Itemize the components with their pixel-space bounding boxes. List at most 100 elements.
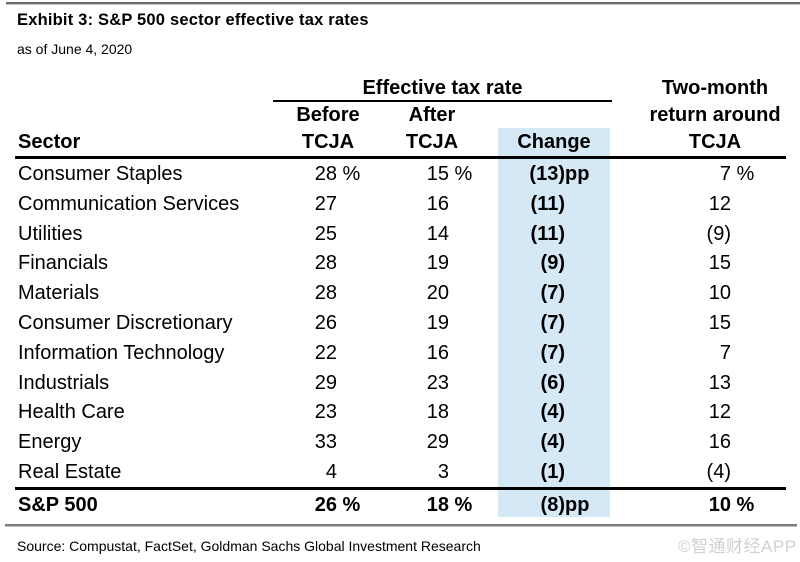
header-change: Change: [517, 131, 591, 153]
cell-after-tcja: 15: [426, 162, 449, 185]
cell-change: (8): [540, 493, 565, 516]
header-two-month: Two-month: [661, 77, 769, 99]
cell-change: (9): [540, 252, 565, 275]
source-text: Source: Compustat, FactSet, Goldman Sach…: [17, 538, 481, 554]
cell-before-tcja: 28: [314, 162, 337, 185]
cell-sector: Utilities: [18, 222, 83, 245]
cell-change: (7): [540, 311, 565, 334]
table-total-row: S&P 500 26 % 18 % (8) pp 10 %: [15, 490, 785, 519]
cell-before-tcja: 22: [314, 341, 337, 364]
cell-after-tcja: 20: [426, 282, 449, 305]
header-before-tcja: TCJA: [301, 131, 355, 153]
cell-return: 15: [708, 252, 731, 275]
cell-return: 12: [708, 401, 731, 424]
cell-after-suffix: %: [449, 493, 473, 516]
cell-before-tcja: 25: [314, 222, 337, 245]
cell-change: (1): [540, 461, 565, 484]
cell-after-tcja: 3: [437, 461, 449, 484]
table-row: Industrials 29 23 (6) 13: [15, 368, 785, 398]
cell-after-tcja: 23: [426, 371, 449, 394]
cell-before-tcja: 29: [314, 371, 337, 394]
table-row: Health Care 23 18 (4) 12: [15, 398, 785, 428]
cell-after-tcja: 16: [426, 192, 449, 215]
cell-before-tcja: 28: [314, 252, 337, 275]
cell-sector: Materials: [18, 282, 100, 305]
cell-before-tcja: 23: [314, 401, 337, 424]
header-after: After: [408, 104, 456, 126]
cell-sector: Industrials: [18, 371, 110, 394]
exhibit-subtitle: as of June 4, 2020: [17, 41, 133, 57]
header-before: Before: [296, 104, 360, 126]
header-divider: [15, 156, 786, 159]
cell-before-tcja: 4: [325, 461, 337, 484]
bottom-divider: [5, 524, 797, 527]
cell-return: (9): [706, 222, 731, 245]
table-row: S&P 500 26 % 18 % (8) pp 10 %: [15, 490, 785, 519]
cell-change: (11): [530, 192, 565, 215]
cell-return: 15: [708, 311, 731, 334]
cell-sector: Real Estate: [18, 461, 122, 484]
cell-return-suffix: %: [731, 493, 755, 516]
cell-before-tcja: 26: [314, 311, 337, 334]
cell-sector: Energy: [18, 431, 82, 454]
table-row: Communication Services 27 16 (11) 12: [15, 189, 785, 219]
table-row: Financials 28 19 (9) 15: [15, 248, 785, 278]
cell-sector: S&P 500: [18, 493, 98, 516]
cell-return: 13: [708, 371, 731, 394]
cell-change: (4): [540, 431, 565, 454]
cell-after-tcja: 16: [426, 341, 449, 364]
cell-change-suffix: pp: [565, 493, 590, 516]
cell-change: (6): [540, 371, 565, 394]
exhibit-title: Exhibit 3: S&P 500 sector effective tax …: [17, 11, 369, 29]
cell-after-tcja: 18: [426, 493, 449, 516]
watermark: ©智通财经APP: [678, 537, 797, 556]
cell-change: (13): [529, 162, 565, 185]
table-row: Real Estate 4 3 (1) (4): [15, 457, 785, 487]
cell-change-suffix: pp: [565, 162, 590, 185]
cell-change: (7): [540, 282, 565, 305]
total-divider: [15, 487, 786, 490]
table-row: Consumer Discretionary 26 19 (7) 15: [15, 308, 785, 338]
header-after-tcja: TCJA: [405, 131, 459, 153]
cell-before-tcja: 27: [314, 192, 337, 215]
header-effective-tax-rate: Effective tax rate: [362, 77, 523, 99]
table-row: Energy 33 29 (4) 16: [15, 427, 785, 457]
header-return-tcja: TCJA: [688, 131, 742, 153]
top-divider: [6, 2, 800, 5]
cell-change: (11): [530, 222, 565, 245]
cell-return: 16: [708, 431, 731, 454]
cell-sector: Consumer Discretionary: [18, 311, 233, 334]
cell-sector: Financials: [18, 252, 109, 275]
cell-return: 10: [708, 493, 731, 516]
cell-after-tcja: 19: [426, 252, 449, 275]
cell-after-tcja: 19: [426, 311, 449, 334]
cell-before-tcja: 26: [314, 493, 337, 516]
cell-after-tcja: 14: [426, 222, 449, 245]
table-row: Consumer Staples 28 % 15 % (13) pp 7 %: [15, 159, 785, 189]
cell-return: 10: [708, 282, 731, 305]
cell-sector: Consumer Staples: [18, 162, 183, 185]
cell-after-tcja: 29: [426, 431, 449, 454]
table-row: Utilities 25 14 (11) (9): [15, 219, 785, 249]
table-row: Information Technology 22 16 (7) 7: [15, 338, 785, 368]
cell-after-tcja: 18: [426, 401, 449, 424]
cell-before-suffix: %: [337, 162, 361, 185]
cell-return-suffix: %: [731, 162, 755, 185]
table-row: Materials 28 20 (7) 10: [15, 278, 785, 308]
cell-return: (4): [706, 461, 731, 484]
cell-before-tcja: 33: [314, 431, 337, 454]
cell-sector: Health Care: [18, 401, 125, 424]
change-column-highlight: [498, 128, 610, 517]
cell-before-suffix: %: [337, 493, 361, 516]
cell-after-suffix: %: [449, 162, 473, 185]
cell-before-tcja: 28: [314, 282, 337, 305]
header-sector: Sector: [18, 131, 81, 153]
table-body: Consumer Staples 28 % 15 % (13) pp 7 % C…: [15, 159, 785, 487]
cell-change: (7): [540, 341, 565, 364]
cell-return: 7: [719, 341, 731, 364]
cell-sector: Communication Services: [18, 192, 240, 215]
cell-sector: Information Technology: [18, 341, 225, 364]
header-return-around: return around: [649, 104, 781, 126]
cell-change: (4): [540, 401, 565, 424]
